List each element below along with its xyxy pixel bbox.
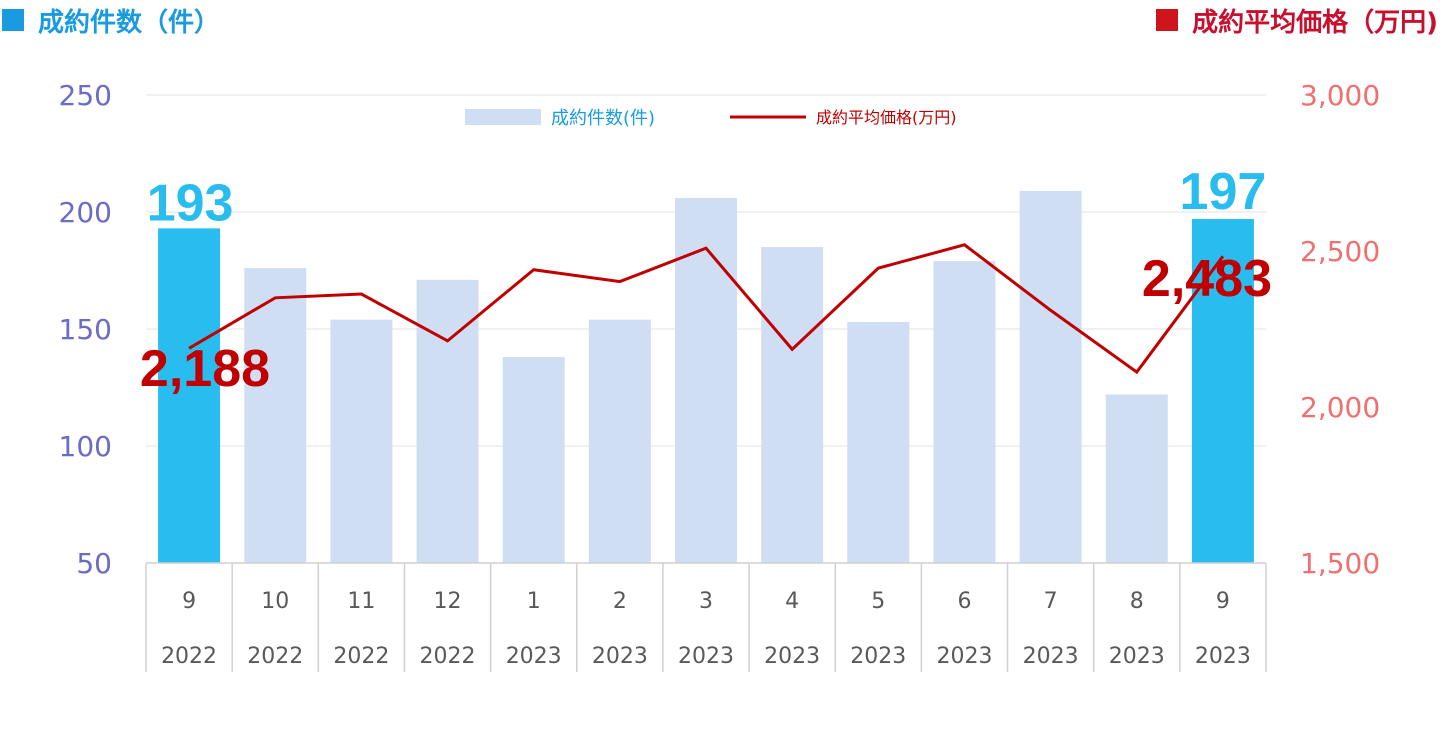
x-year-label: 2022 (247, 644, 303, 669)
x-month-label: 6 (957, 589, 971, 614)
x-month-label: 1 (527, 589, 541, 614)
x-month-label: 2 (613, 589, 627, 614)
left-axis-tick-label: 150 (59, 313, 112, 346)
x-year-label: 2022 (420, 644, 476, 669)
x-year-label: 2023 (1195, 644, 1251, 669)
bar (502, 357, 565, 563)
x-month-label: 8 (1130, 589, 1144, 614)
x-month-label: 3 (699, 589, 713, 614)
left-axis-tick-label: 50 (76, 547, 112, 580)
left-axis-header-text: 成約件数（件） (38, 7, 221, 38)
left-axis-tick-label: 100 (59, 430, 112, 463)
bar (1019, 190, 1082, 563)
right-axis-header-text: 成約平均価格（万円) (1192, 7, 1438, 38)
x-year-label: 2023 (1109, 644, 1165, 669)
price-line (188, 243, 1225, 375)
x-month-label: 4 (785, 589, 799, 614)
x-month-label: 7 (1044, 589, 1058, 614)
x-year-label: 2023 (850, 644, 906, 669)
x-year-label: 2023 (936, 644, 992, 669)
x-year-label: 2022 (333, 644, 389, 669)
x-year-label: 2023 (678, 644, 734, 669)
data-label-bar-last: 197 (1180, 163, 1267, 221)
bar (675, 197, 737, 563)
right-axis-tick-label: 3,000 (1300, 79, 1380, 112)
right-axis-tick-label: 2,500 (1300, 235, 1380, 268)
bar-highlighted (158, 228, 221, 563)
bar (761, 247, 824, 563)
legend-line-label: 成約平均価格(万円) (816, 108, 957, 127)
x-year-label: 2023 (764, 644, 820, 669)
left-axis-tick-label: 200 (59, 196, 112, 229)
right-axis-header: 成約平均価格（万円) (1156, 0, 1438, 40)
x-month-label: 9 (182, 589, 196, 614)
x-year-label: 2022 (161, 644, 217, 669)
blue-square-icon (2, 9, 24, 31)
right-axis-tick-label: 2,000 (1300, 391, 1380, 424)
x-month-label: 12 (434, 589, 462, 614)
legend-bar-swatch (465, 109, 541, 125)
right-axis-tick-label: 1,500 (1300, 547, 1380, 580)
bar (416, 279, 479, 563)
x-month-label: 11 (347, 589, 375, 614)
x-month-label: 9 (1216, 589, 1230, 614)
left-axis-header: 成約件数（件） (2, 0, 220, 40)
bar (847, 321, 910, 563)
left-axis-tick-label: 250 (59, 79, 112, 112)
x-month-label: 10 (261, 589, 289, 614)
x-year-label: 2023 (592, 644, 648, 669)
data-label-line-first: 2,188 (140, 340, 270, 398)
data-label-line-last: 2,483 (1142, 250, 1272, 308)
bar (330, 319, 393, 563)
bar (244, 268, 307, 563)
data-label-bar-first: 193 (147, 174, 234, 232)
red-square-icon (1156, 9, 1179, 31)
x-year-label: 2023 (1023, 644, 1079, 669)
legend-bar-label: 成約件数(件) (551, 108, 655, 129)
x-year-label: 2023 (506, 644, 562, 669)
bar (1105, 394, 1168, 563)
bar (588, 319, 651, 563)
bar-highlighted (1191, 219, 1254, 563)
x-month-label: 5 (871, 589, 885, 614)
bar (933, 261, 996, 563)
